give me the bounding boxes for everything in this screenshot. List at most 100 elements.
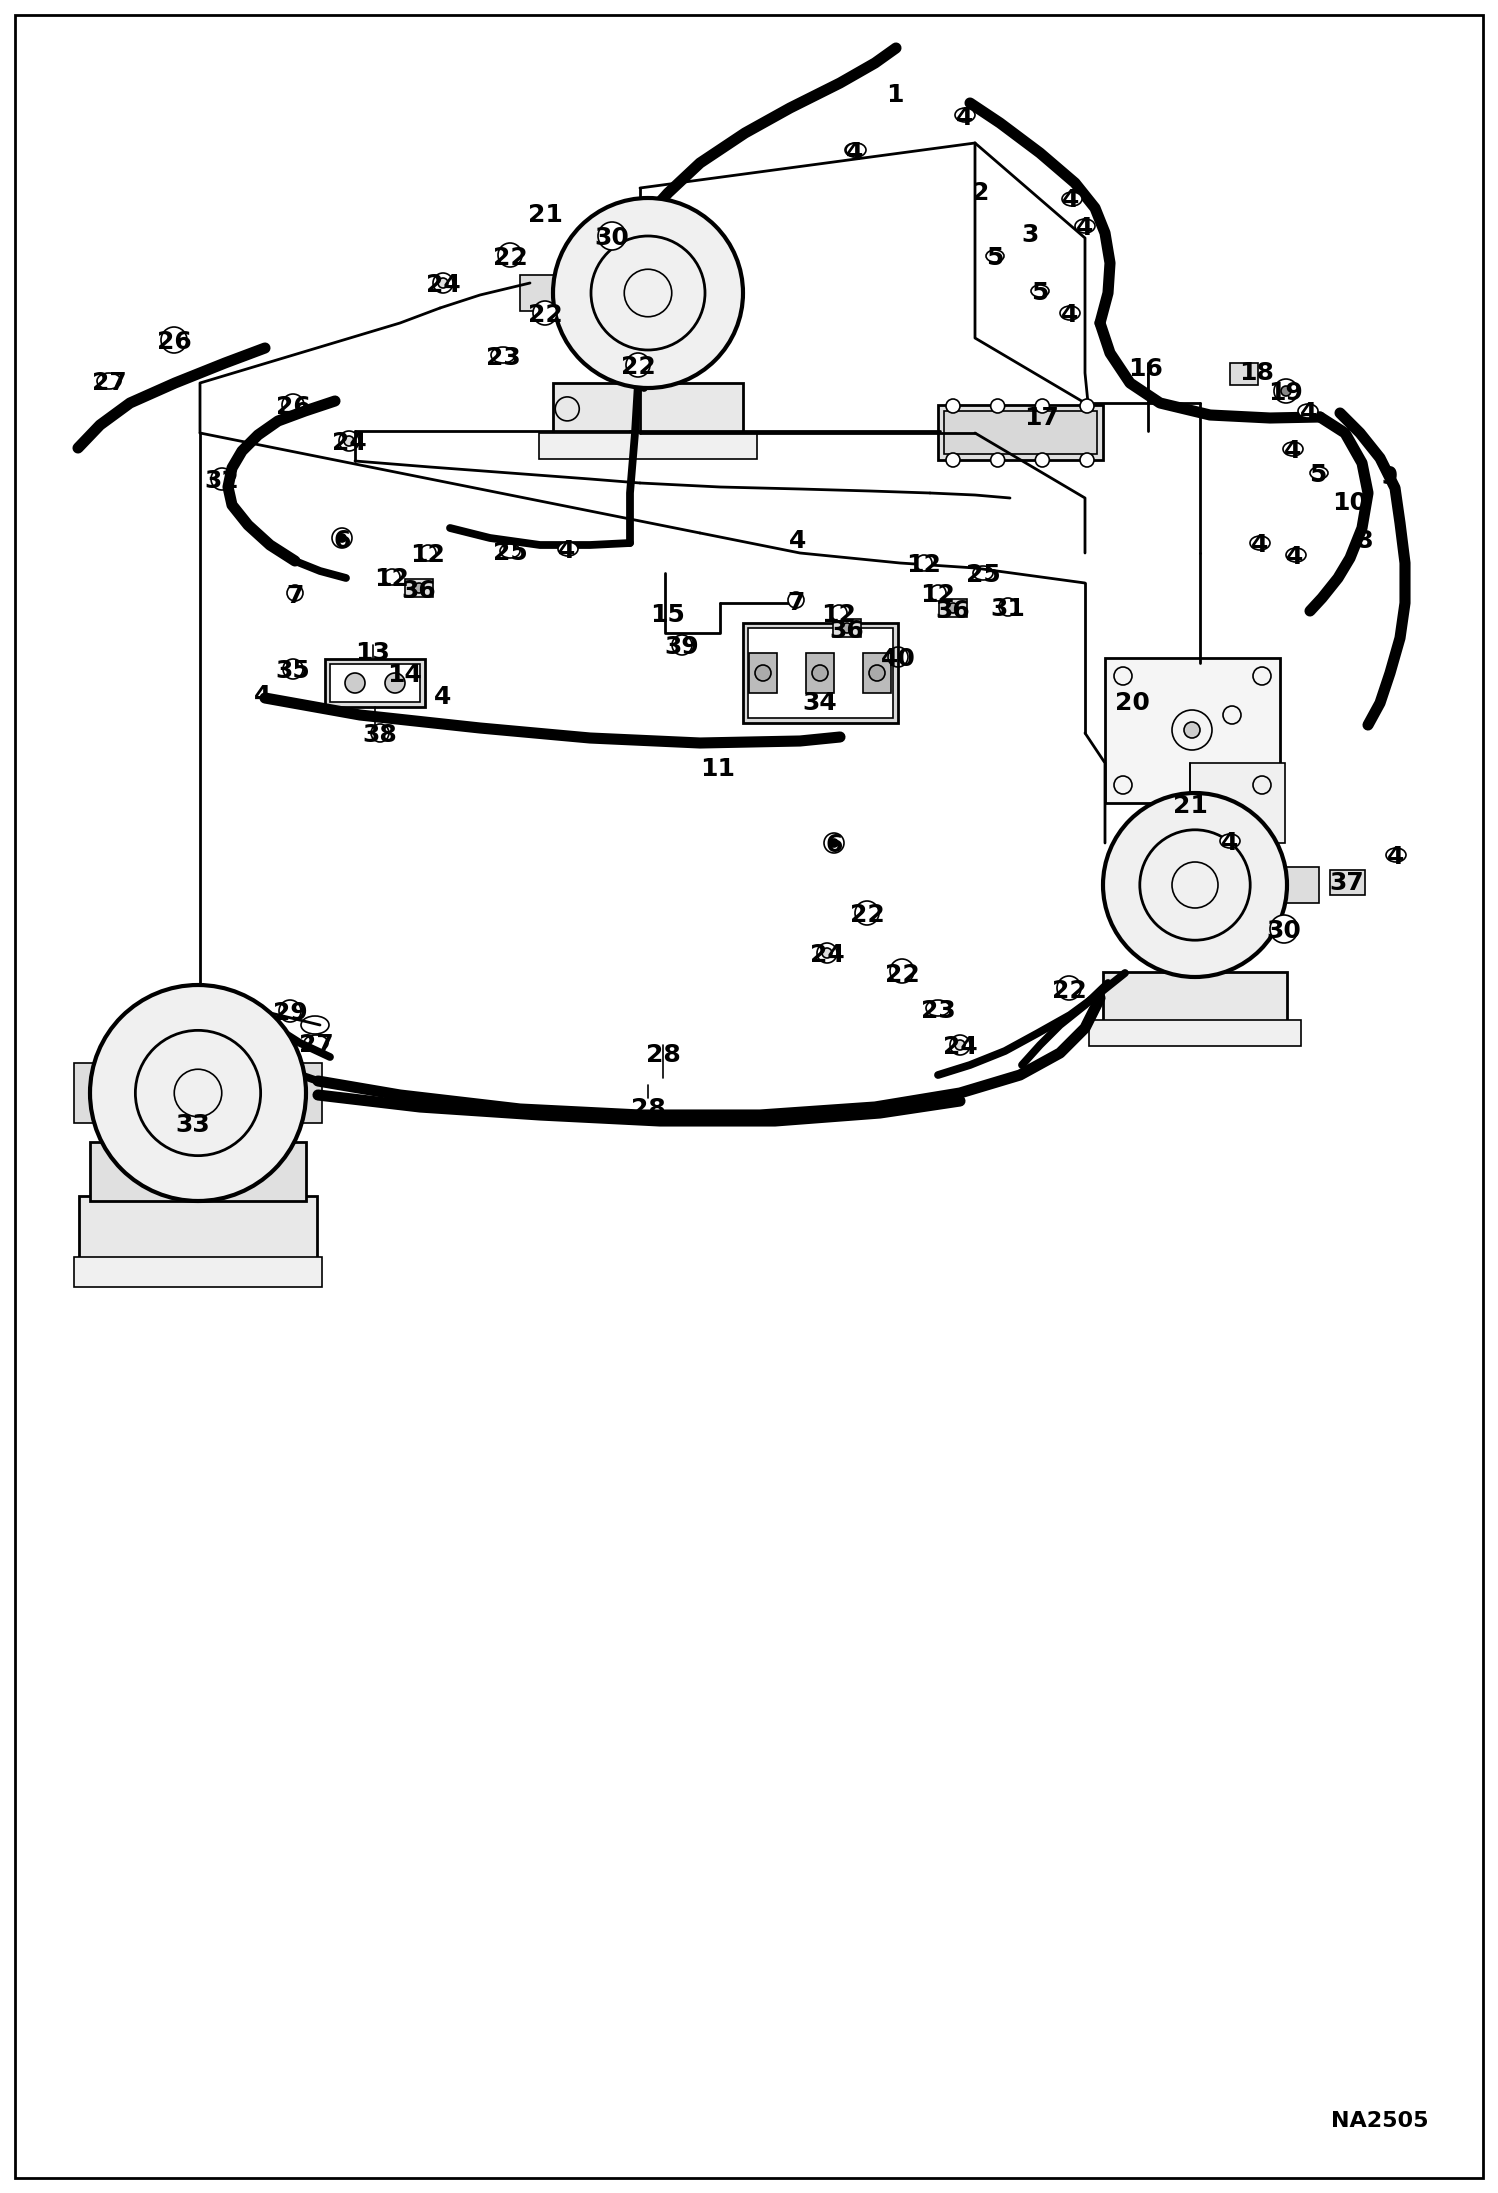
Text: 8: 8: [1356, 529, 1372, 553]
Circle shape: [598, 221, 626, 250]
Text: 4: 4: [1387, 844, 1405, 868]
Bar: [520, 274, 557, 311]
Circle shape: [990, 454, 1005, 467]
Ellipse shape: [845, 143, 864, 158]
Circle shape: [533, 300, 557, 325]
Text: 26: 26: [276, 395, 310, 419]
Circle shape: [956, 1039, 965, 1050]
Text: 2: 2: [972, 182, 990, 204]
Text: 12: 12: [821, 603, 857, 627]
Circle shape: [339, 535, 346, 542]
Bar: [1189, 763, 1285, 842]
Text: 24: 24: [942, 1035, 977, 1059]
Text: 19: 19: [1269, 382, 1303, 406]
Circle shape: [930, 586, 947, 601]
Text: 36: 36: [830, 618, 864, 643]
Circle shape: [755, 664, 771, 682]
Bar: [749, 654, 777, 693]
Bar: [944, 410, 1097, 454]
Circle shape: [947, 454, 960, 467]
Circle shape: [1035, 454, 1049, 467]
Text: 31: 31: [990, 596, 1026, 621]
Circle shape: [90, 985, 306, 1202]
Ellipse shape: [1061, 307, 1080, 320]
Circle shape: [372, 724, 389, 741]
Text: 23: 23: [485, 346, 520, 371]
Text: 38: 38: [363, 724, 397, 748]
Circle shape: [288, 586, 303, 601]
Text: 28: 28: [646, 1044, 680, 1068]
Circle shape: [990, 399, 1005, 412]
Bar: [833, 618, 861, 636]
Text: 34: 34: [803, 691, 837, 715]
Circle shape: [890, 958, 914, 982]
Ellipse shape: [1219, 833, 1240, 849]
Ellipse shape: [1282, 443, 1303, 456]
Text: 4: 4: [1300, 401, 1318, 425]
Text: 6: 6: [825, 833, 843, 857]
Bar: [330, 664, 419, 702]
Text: 25: 25: [493, 542, 527, 566]
Circle shape: [830, 840, 837, 846]
Ellipse shape: [986, 250, 1004, 261]
Circle shape: [413, 583, 424, 592]
Circle shape: [788, 592, 804, 607]
Text: 22: 22: [527, 303, 562, 327]
Text: 14: 14: [388, 662, 422, 686]
Text: 4: 4: [1251, 533, 1269, 557]
Circle shape: [1270, 914, 1297, 943]
Text: 4: 4: [255, 684, 271, 708]
Text: 36: 36: [401, 579, 436, 603]
Bar: [1230, 364, 1258, 386]
Text: 4: 4: [1062, 189, 1080, 213]
Circle shape: [1103, 794, 1287, 978]
Text: 27: 27: [91, 371, 126, 395]
Text: 5: 5: [1309, 463, 1327, 487]
Circle shape: [855, 901, 879, 925]
Bar: [325, 660, 425, 706]
Text: 37: 37: [1330, 871, 1365, 895]
Bar: [863, 654, 891, 693]
Ellipse shape: [1386, 849, 1407, 862]
Text: 4: 4: [1076, 215, 1094, 239]
Circle shape: [553, 197, 743, 388]
Circle shape: [915, 555, 932, 570]
Circle shape: [437, 279, 448, 287]
Text: 24: 24: [331, 432, 367, 454]
Circle shape: [383, 568, 400, 586]
Ellipse shape: [1031, 285, 1049, 296]
Text: 22: 22: [849, 904, 884, 928]
Text: 12: 12: [906, 553, 941, 577]
Ellipse shape: [1309, 467, 1329, 478]
Bar: [1103, 971, 1287, 1022]
Circle shape: [999, 599, 1017, 616]
Bar: [553, 384, 743, 436]
Text: 20: 20: [1115, 691, 1149, 715]
Text: 5: 5: [1031, 281, 1049, 305]
Text: 30: 30: [595, 226, 629, 250]
Circle shape: [1058, 976, 1082, 1000]
Circle shape: [626, 353, 650, 377]
Circle shape: [948, 603, 959, 614]
Circle shape: [1080, 399, 1094, 412]
Text: 4: 4: [434, 684, 452, 708]
Text: 6: 6: [334, 529, 351, 553]
Text: 35: 35: [276, 660, 310, 682]
Circle shape: [419, 546, 436, 561]
Text: 16: 16: [1128, 357, 1164, 382]
Text: 22: 22: [1052, 978, 1086, 1002]
Text: 15: 15: [650, 603, 686, 627]
Bar: [1089, 1020, 1300, 1046]
Text: 4: 4: [789, 529, 807, 553]
Bar: [1106, 658, 1279, 803]
Text: 33: 33: [175, 1114, 210, 1136]
Bar: [90, 1143, 306, 1202]
Text: 4: 4: [846, 140, 864, 164]
Text: 30: 30: [1267, 919, 1302, 943]
Bar: [743, 623, 897, 724]
Bar: [939, 599, 968, 616]
Circle shape: [947, 399, 960, 412]
Ellipse shape: [557, 542, 578, 557]
Circle shape: [1080, 454, 1094, 467]
Circle shape: [345, 436, 354, 445]
